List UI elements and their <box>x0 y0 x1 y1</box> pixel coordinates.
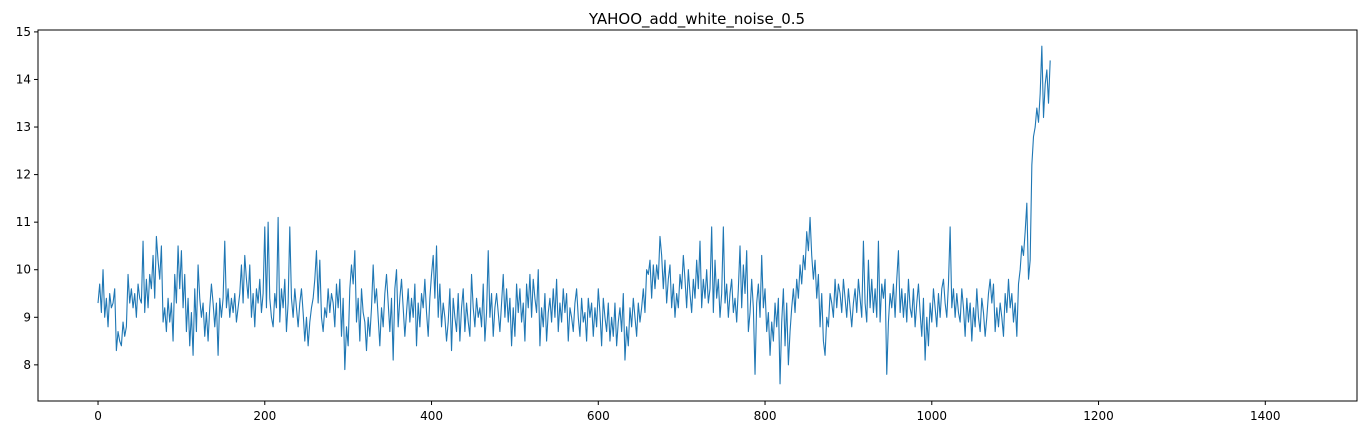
x-tick-label: 1200 <box>1083 409 1114 423</box>
plot-area <box>97 45 1051 385</box>
y-tick-label: 15 <box>16 25 31 39</box>
y-tick-label: 13 <box>16 120 31 134</box>
y-tick-label: 12 <box>16 168 31 182</box>
x-tick-label: 800 <box>754 409 777 423</box>
chart-title: YAHOO_add_white_noise_0.5 <box>588 10 805 29</box>
y-tick-label: 9 <box>23 310 31 324</box>
x-tick-label: 0 <box>94 409 102 423</box>
y-tick-label: 10 <box>16 263 31 277</box>
axes-frame <box>37 29 1358 402</box>
y-tick-label: 8 <box>23 358 31 372</box>
y-axis: 8 9 10 11 12 13 14 15 <box>16 25 38 372</box>
x-tick-label: 600 <box>587 409 610 423</box>
x-tick-label: 200 <box>253 409 276 423</box>
x-tick-label: 1000 <box>917 409 948 423</box>
y-tick-label: 14 <box>16 72 31 86</box>
x-axis: 0 200 400 600 800 1000 1200 1400 <box>94 401 1281 423</box>
x-tick-label: 400 <box>420 409 443 423</box>
x-tick-label: 1400 <box>1250 409 1281 423</box>
y-tick-label: 11 <box>16 215 31 229</box>
series-line-0 <box>97 45 1051 385</box>
